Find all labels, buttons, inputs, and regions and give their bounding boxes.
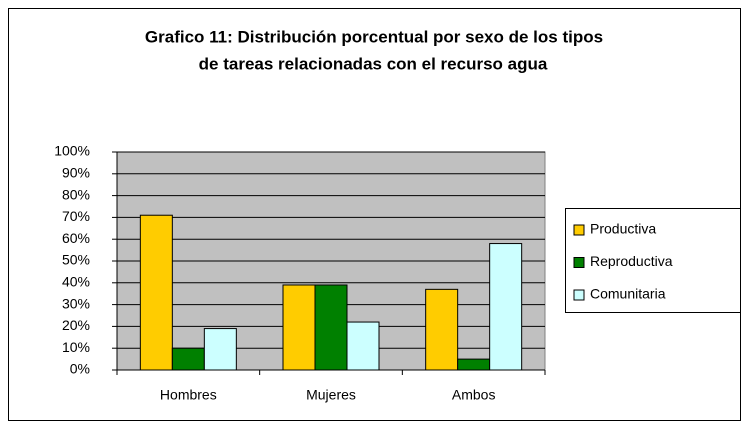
y-tick-label: 100% <box>54 143 90 159</box>
legend-label: Reproductiva <box>590 253 673 269</box>
bar <box>489 243 523 371</box>
legend-swatch <box>573 257 585 268</box>
legend-label: Productiva <box>590 221 656 237</box>
y-tick-label: 70% <box>62 208 90 224</box>
y-tick-label: 40% <box>62 274 90 290</box>
y-tick-label: 50% <box>62 252 90 268</box>
x-tick-label: Mujeres <box>306 387 356 403</box>
x-tick-label: Ambos <box>452 387 496 403</box>
y-tick-label: 90% <box>62 165 90 181</box>
y-tick-label: 80% <box>62 186 90 202</box>
bar <box>171 347 205 371</box>
y-tick-label: 20% <box>62 317 90 333</box>
legend-swatch <box>573 224 585 236</box>
y-tick-label: 30% <box>62 295 90 311</box>
bar <box>346 321 380 371</box>
chart-title: Grafico 11: Distribución porcentual por … <box>145 27 603 46</box>
bar <box>139 214 173 371</box>
x-tick-label: Hombres <box>160 387 217 403</box>
legend-label: Comunitaria <box>590 286 666 302</box>
bar <box>457 358 491 371</box>
y-tick-label: 10% <box>62 339 90 355</box>
bar <box>314 284 348 371</box>
chart-title: de tareas relacionadas con el recurso ag… <box>199 54 548 73</box>
legend-swatch <box>573 289 585 301</box>
y-tick-label: 0% <box>70 361 90 377</box>
bar <box>203 328 237 371</box>
bar <box>282 284 316 371</box>
y-tick-label: 60% <box>62 230 90 246</box>
legend-box <box>565 208 741 313</box>
bar <box>425 288 459 371</box>
